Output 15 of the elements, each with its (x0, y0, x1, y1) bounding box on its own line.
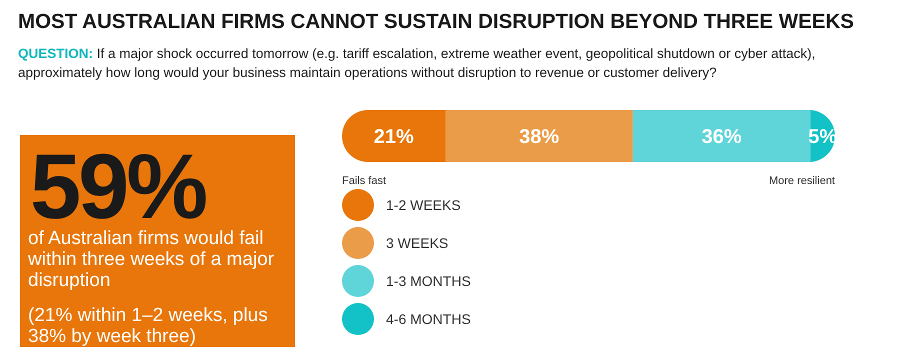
data-label: 21% (374, 126, 414, 148)
bar (446, 110, 633, 162)
legend-label: 3 WEEKS (386, 235, 448, 251)
chart-subtitle: QUESTION: If a major shock occurred tomorrow (e.g. tariff escalation, extreme weather event, geopolitical shutdown or cyber attack), approximately how long would your business maintain operations without disruption to revenue or customer delivery? (18, 46, 816, 80)
data-label: 36% (702, 126, 742, 148)
annotation: More resilient (768, 175, 835, 187)
annotation: Fails fast (342, 175, 386, 187)
data-label: 38% (519, 126, 560, 148)
text: of Australian firms would fail within three weeks of a major disruption (27, 228, 275, 291)
chart-title: MOST AUSTRALIAN FIRMS CANNOT SUSTAIN DISRUPTION BEYOND THREE WEEKS (18, 10, 854, 33)
text: (21% within 1–2 weeks, plus 38% by week three) (28, 305, 268, 347)
bar (632, 110, 810, 162)
legend-label: 4-6 MONTHS (386, 311, 471, 327)
legend-label: 1-2 WEEKS (386, 197, 461, 213)
legend-label: 1-3 MONTHS (386, 273, 471, 289)
